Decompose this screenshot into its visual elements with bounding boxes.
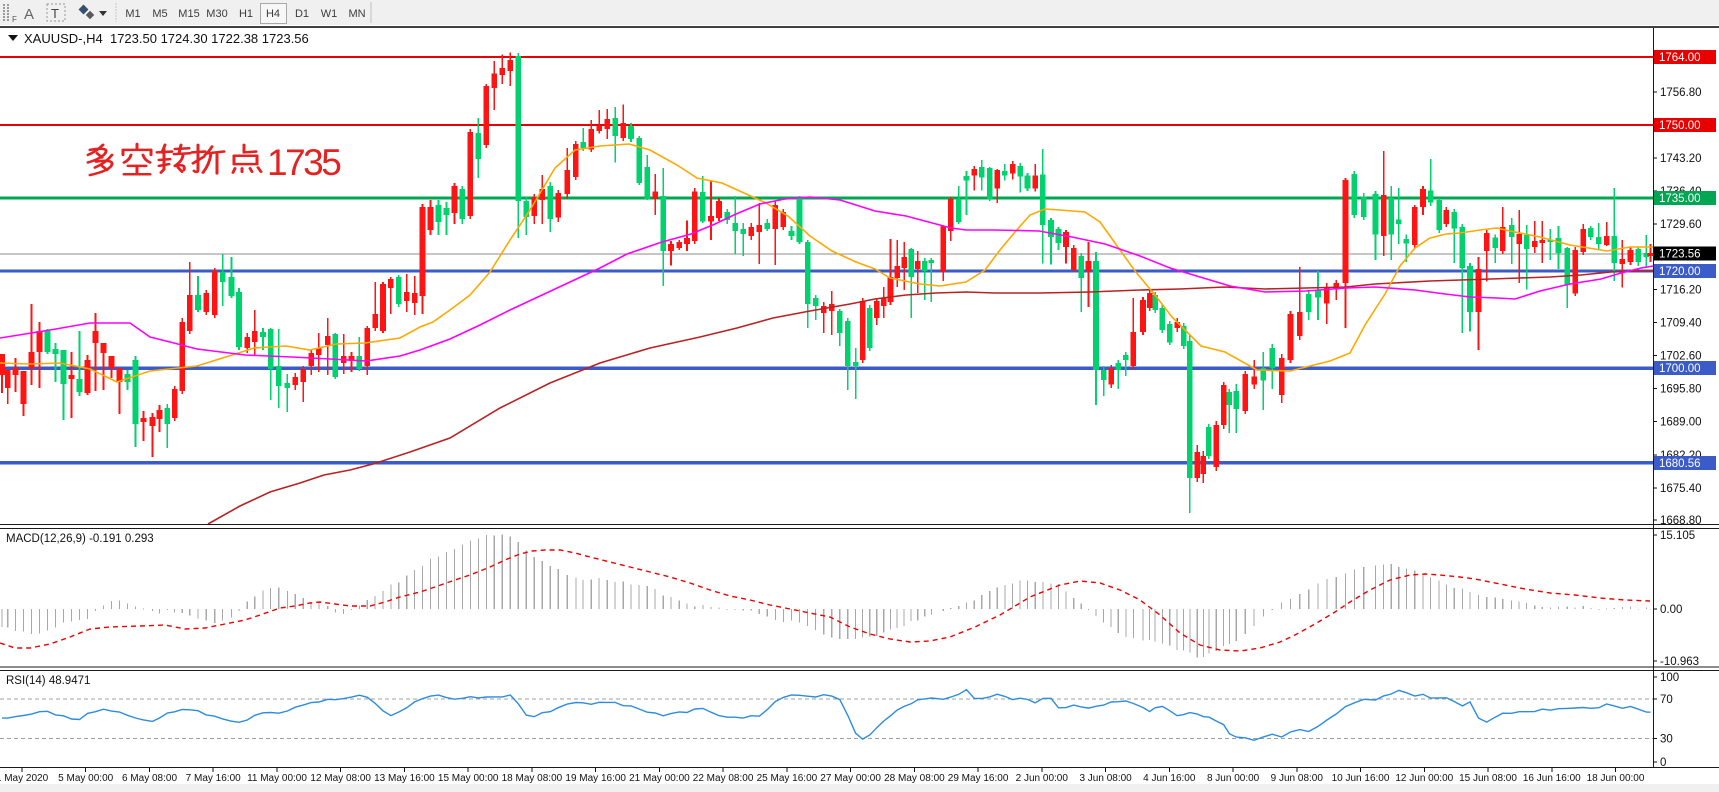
svg-text:T: T xyxy=(51,6,59,21)
svg-text:1743.20: 1743.20 xyxy=(1660,153,1702,165)
svg-text:1764.00: 1764.00 xyxy=(1659,52,1701,64)
svg-text:1735: 1735 xyxy=(267,142,341,183)
svg-text:10 Jun 16:00: 10 Jun 16:00 xyxy=(1332,773,1390,784)
svg-text:16 Jun 16:00: 16 Jun 16:00 xyxy=(1523,773,1581,784)
svg-text:1 May 2020: 1 May 2020 xyxy=(0,773,49,784)
svg-text:1668.80: 1668.80 xyxy=(1660,515,1702,527)
svg-text:1716.20: 1716.20 xyxy=(1660,284,1702,296)
svg-text:21 May 00:00: 21 May 00:00 xyxy=(629,773,690,784)
svg-text:1680.56: 1680.56 xyxy=(1659,458,1701,470)
svg-text:29 May 16:00: 29 May 16:00 xyxy=(948,773,1009,784)
svg-text:M1: M1 xyxy=(125,8,140,20)
svg-text:1756.80: 1756.80 xyxy=(1660,87,1702,99)
svg-text:13 May 16:00: 13 May 16:00 xyxy=(374,773,435,784)
svg-text:8 Jun 00:00: 8 Jun 00:00 xyxy=(1207,773,1260,784)
svg-text:RSI(14) 48.9471: RSI(14) 48.9471 xyxy=(6,675,90,687)
svg-text:0: 0 xyxy=(1660,757,1666,769)
svg-text:1723.56: 1723.56 xyxy=(1659,249,1701,261)
svg-text:12 May 08:00: 12 May 08:00 xyxy=(310,773,371,784)
svg-text:A: A xyxy=(24,6,34,23)
svg-text:70: 70 xyxy=(1660,694,1673,706)
svg-text:1695.80: 1695.80 xyxy=(1660,384,1702,396)
svg-text:15.105: 15.105 xyxy=(1660,530,1695,542)
svg-text:2 Jun 00:00: 2 Jun 00:00 xyxy=(1016,773,1069,784)
svg-text:1689.00: 1689.00 xyxy=(1660,417,1702,429)
svg-text:9 Jun 08:00: 9 Jun 08:00 xyxy=(1271,773,1324,784)
svg-text:1750.00: 1750.00 xyxy=(1659,120,1701,132)
svg-text:M15: M15 xyxy=(178,8,199,20)
svg-text:1700.00: 1700.00 xyxy=(1659,363,1701,375)
svg-text:18 Jun 00:00: 18 Jun 00:00 xyxy=(1587,773,1645,784)
svg-text:M5: M5 xyxy=(152,8,167,20)
svg-text:7 May 16:00: 7 May 16:00 xyxy=(186,773,241,784)
svg-text:MACD(12,26,9) -0.191 0.293: MACD(12,26,9) -0.191 0.293 xyxy=(6,533,154,545)
svg-text:5 May 00:00: 5 May 00:00 xyxy=(58,773,113,784)
svg-text:4 Jun 16:00: 4 Jun 16:00 xyxy=(1143,773,1196,784)
svg-text:3 Jun 08:00: 3 Jun 08:00 xyxy=(1079,773,1132,784)
svg-text:30: 30 xyxy=(1660,734,1673,746)
svg-text:F: F xyxy=(12,15,17,24)
svg-text:15 Jun 08:00: 15 Jun 08:00 xyxy=(1459,773,1517,784)
svg-text:1702.60: 1702.60 xyxy=(1660,351,1702,363)
svg-text:1735.00: 1735.00 xyxy=(1659,193,1701,205)
svg-text:MN: MN xyxy=(348,8,365,20)
svg-text:25 May 16:00: 25 May 16:00 xyxy=(757,773,818,784)
svg-text:1675.40: 1675.40 xyxy=(1660,483,1702,495)
svg-text:12 Jun 00:00: 12 Jun 00:00 xyxy=(1395,773,1453,784)
svg-text:D1: D1 xyxy=(295,8,309,20)
svg-text:M30: M30 xyxy=(206,8,227,20)
svg-text:19 May 16:00: 19 May 16:00 xyxy=(565,773,626,784)
svg-text:15 May 00:00: 15 May 00:00 xyxy=(438,773,499,784)
svg-text:27 May 00:00: 27 May 00:00 xyxy=(820,773,881,784)
svg-text:W1: W1 xyxy=(321,8,338,20)
svg-text:XAUUSD-,H4 1723.50 1724.30 17: XAUUSD-,H4 1723.50 1724.30 1722.38 1723.… xyxy=(24,31,309,46)
svg-text:100: 100 xyxy=(1660,672,1679,684)
svg-text:18 May 08:00: 18 May 08:00 xyxy=(502,773,563,784)
svg-text:1729.60: 1729.60 xyxy=(1660,219,1702,231)
svg-text:-10.963: -10.963 xyxy=(1660,656,1699,668)
svg-text:22 May 08:00: 22 May 08:00 xyxy=(693,773,754,784)
svg-text:1720.00: 1720.00 xyxy=(1659,266,1701,278)
svg-text:1709.40: 1709.40 xyxy=(1660,318,1702,330)
svg-text:H1: H1 xyxy=(239,8,253,20)
svg-text:11 May 00:00: 11 May 00:00 xyxy=(247,773,307,784)
svg-text:6 May 08:00: 6 May 08:00 xyxy=(122,773,177,784)
svg-text:H4: H4 xyxy=(266,8,280,20)
svg-text:28 May 08:00: 28 May 08:00 xyxy=(884,773,945,784)
svg-text:0.00: 0.00 xyxy=(1660,604,1682,616)
